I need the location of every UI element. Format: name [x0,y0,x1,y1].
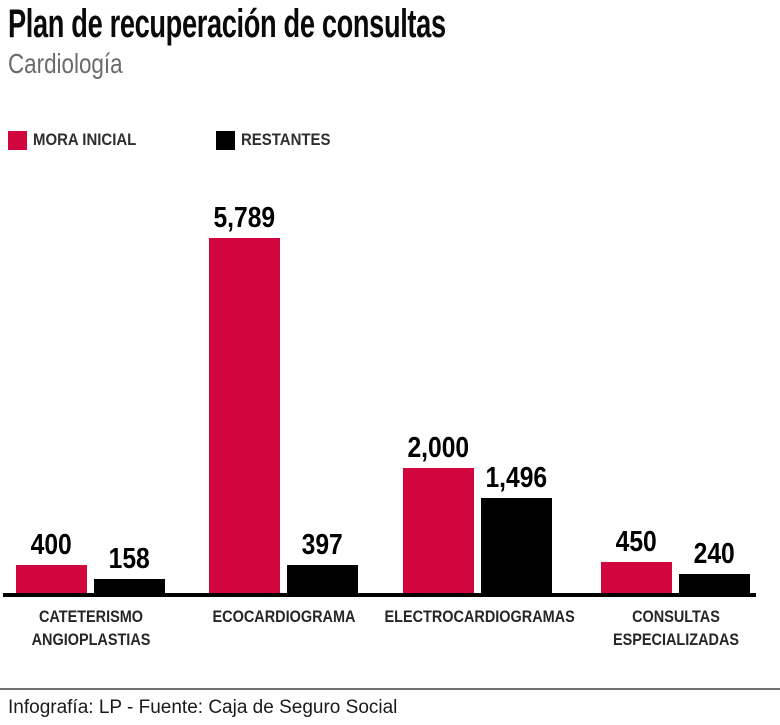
bar-column: 1,496 [481,464,552,593]
bar-column: 400 [16,531,87,593]
bar-restantes [94,579,165,593]
bar-restantes [481,498,552,593]
bar-column: 240 [679,540,750,593]
legend-swatch-black [216,130,236,150]
bar-restantes [679,574,750,593]
legend-swatch-red [8,130,27,150]
bar-group-3: 2,000 1,496 [403,160,552,593]
category-label: ECOCARDIOGRAMA [212,607,355,626]
legend-label-restantes: RESTANTES [241,130,331,149]
bar-mora-inicial [403,468,474,593]
bar-chart: 400 158 CATETERISMO ANGIOPLASTIAS 5,789 397 EC… [0,160,780,680]
bar-column: 450 [601,528,672,593]
chart-legend: MORA INICIAL RESTANTES [8,130,343,150]
bar-group-4: 450 240 [601,160,750,593]
legend-item-restantes: RESTANTES [216,130,343,150]
bar-group-1: 400 158 [16,160,165,593]
bar-value-label: 240 [693,538,736,570]
page-subtitle: Cardiología [8,48,123,79]
page-title: Plan de recuperación de consultas [8,2,446,46]
bar-value-label: 5,789 [213,202,276,234]
bar-group-2: 5,789 397 [209,160,358,593]
category-label: ELECTROCARDIOGRAMAS [384,607,575,626]
category-label: CATETERISMO ANGIOPLASTIAS [31,607,150,649]
bar-value-label: 450 [615,526,658,558]
bar-column: 2,000 [403,434,474,593]
bar-value-label: 158 [108,543,151,575]
bar-restantes [287,565,358,593]
bar-mora-inicial [16,565,87,593]
bar-column: 158 [94,545,165,593]
bar-column: 5,789 [209,204,280,593]
bar-value-label: 400 [30,529,73,561]
bar-column: 397 [287,531,358,593]
legend-item-mora-inicial: MORA INICIAL [8,130,150,150]
footer-credit: Infografía: LP - Fuente: Caja de Seguro … [8,697,398,718]
bar-value-label: 1,496 [485,462,548,494]
x-axis-line [3,593,756,597]
bar-mora-inicial [601,562,672,593]
legend-label-mora-inicial: MORA INICIAL [33,130,137,149]
footer-divider [0,688,780,690]
bar-value-label: 2,000 [407,432,470,464]
bar-value-label: 397 [301,529,344,561]
bar-mora-inicial [209,238,280,593]
category-label: CONSULTAS ESPECIALIZADAS [612,607,739,649]
